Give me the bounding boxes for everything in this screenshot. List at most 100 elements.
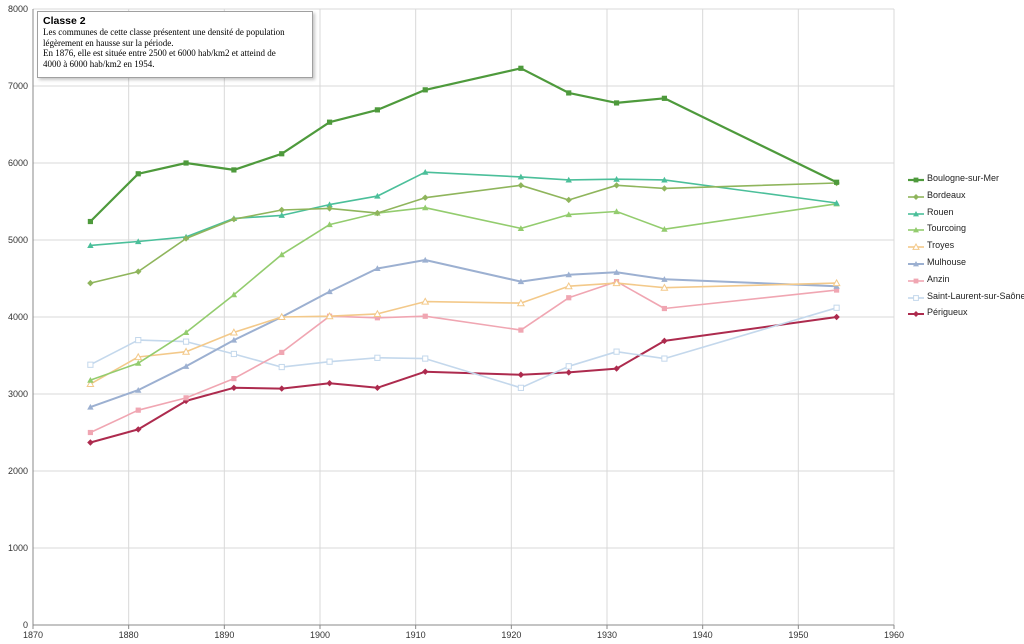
data-point bbox=[279, 151, 285, 157]
data-point bbox=[518, 327, 524, 333]
legend-swatch bbox=[908, 294, 924, 301]
series-mulhouse bbox=[87, 256, 840, 410]
y-tick-label: 4000 bbox=[8, 312, 28, 322]
data-point bbox=[231, 167, 237, 173]
data-point bbox=[832, 278, 841, 287]
data-point bbox=[135, 171, 141, 177]
legend-item: Périgueux bbox=[908, 306, 1022, 323]
x-tick-label: 1910 bbox=[406, 630, 426, 640]
data-point bbox=[134, 352, 143, 361]
data-point bbox=[230, 336, 238, 343]
data-point bbox=[182, 347, 191, 355]
data-point bbox=[422, 355, 429, 362]
data-point bbox=[230, 291, 238, 298]
legend-label: Tourcoing bbox=[927, 223, 967, 234]
data-point bbox=[326, 205, 333, 212]
y-tick-label: 6000 bbox=[8, 158, 28, 168]
data-point bbox=[661, 337, 668, 345]
data-point bbox=[182, 235, 190, 242]
series-bordeaux bbox=[87, 179, 840, 287]
data-point bbox=[373, 309, 382, 317]
legend-label: Boulogne-sur-Mer bbox=[927, 173, 1000, 183]
chart-grid bbox=[33, 8, 895, 625]
data-point bbox=[422, 313, 428, 319]
data-point bbox=[374, 265, 381, 272]
data-point bbox=[278, 212, 285, 218]
series-boulogne-sur-mer bbox=[87, 65, 840, 225]
data-point bbox=[230, 384, 238, 392]
data-point bbox=[613, 269, 620, 275]
data-point bbox=[833, 313, 840, 321]
data-point bbox=[517, 173, 525, 180]
legend-item: Anzin bbox=[908, 273, 1022, 290]
x-tick-label: 1950 bbox=[788, 630, 808, 640]
legend-label: Périgueux bbox=[927, 307, 968, 318]
legend-label: Mulhouse bbox=[927, 256, 967, 267]
data-point bbox=[135, 360, 142, 366]
data-point bbox=[183, 160, 189, 166]
data-point bbox=[565, 176, 572, 183]
series-line bbox=[90, 316, 837, 444]
y-tick-label: 7000 bbox=[8, 81, 28, 91]
y-tick-label: 2000 bbox=[8, 466, 28, 476]
data-point bbox=[374, 354, 381, 361]
y-tick-label: 8000 bbox=[8, 4, 28, 14]
data-point bbox=[135, 337, 142, 344]
data-point bbox=[135, 386, 142, 393]
data-point bbox=[326, 288, 333, 295]
data-point bbox=[422, 87, 428, 93]
data-point bbox=[374, 209, 381, 217]
data-point bbox=[564, 281, 573, 290]
data-point bbox=[182, 363, 190, 369]
data-point bbox=[834, 179, 840, 185]
x-tick-label: 1900 bbox=[310, 630, 330, 640]
data-point bbox=[87, 218, 93, 225]
data-point bbox=[613, 100, 620, 106]
annotation-line: légèrement en hausse sur la période. bbox=[43, 37, 174, 48]
series-rouen bbox=[87, 169, 840, 248]
data-point bbox=[374, 384, 381, 392]
x-tick-label: 1940 bbox=[693, 630, 713, 640]
data-point bbox=[325, 312, 334, 320]
legend-swatch bbox=[908, 243, 924, 251]
data-point bbox=[278, 363, 285, 371]
data-point bbox=[422, 194, 429, 201]
series-line bbox=[90, 171, 837, 247]
data-point bbox=[326, 358, 333, 365]
data-point bbox=[565, 369, 572, 376]
data-point bbox=[422, 368, 429, 375]
series-saint-laurent-sur-sa-ne bbox=[87, 304, 840, 391]
chart-annotation-box: Classe 2 Les communes de cette classe pr… bbox=[37, 11, 313, 78]
data-point bbox=[613, 208, 620, 215]
data-point bbox=[833, 199, 840, 206]
data-point bbox=[517, 278, 525, 285]
data-point bbox=[279, 349, 285, 356]
chart-legend: Boulogne-sur-Mer Bordeaux Rouen Tourcoing Tr… bbox=[908, 172, 1024, 323]
data-point bbox=[374, 315, 380, 321]
data-point bbox=[913, 177, 919, 183]
legend-item: Mulhouse bbox=[908, 256, 1022, 273]
data-point bbox=[87, 361, 94, 368]
data-point bbox=[565, 271, 572, 278]
data-point bbox=[660, 283, 669, 291]
legend-label: Troyes bbox=[927, 240, 955, 251]
data-point bbox=[422, 204, 429, 211]
legend-swatch bbox=[908, 260, 924, 267]
data-point bbox=[277, 312, 286, 321]
data-point bbox=[566, 90, 572, 96]
series-line bbox=[89, 67, 838, 223]
data-point bbox=[326, 380, 333, 387]
x-tick-label: 1930 bbox=[597, 630, 617, 640]
data-point bbox=[661, 355, 668, 362]
annotation-line: 4000 à 6000 hab/km2 en 1954. bbox=[43, 58, 155, 69]
data-point bbox=[278, 206, 285, 214]
data-point bbox=[913, 294, 919, 301]
data-point bbox=[565, 363, 572, 370]
data-point bbox=[326, 119, 333, 125]
data-point bbox=[566, 295, 572, 301]
data-point bbox=[135, 238, 142, 245]
data-point bbox=[913, 278, 919, 284]
annotation-line: En 1876, elle est située entre 2500 et 6… bbox=[43, 48, 276, 58]
annotation-title: Classe 2 bbox=[43, 15, 86, 27]
data-point bbox=[183, 395, 189, 401]
